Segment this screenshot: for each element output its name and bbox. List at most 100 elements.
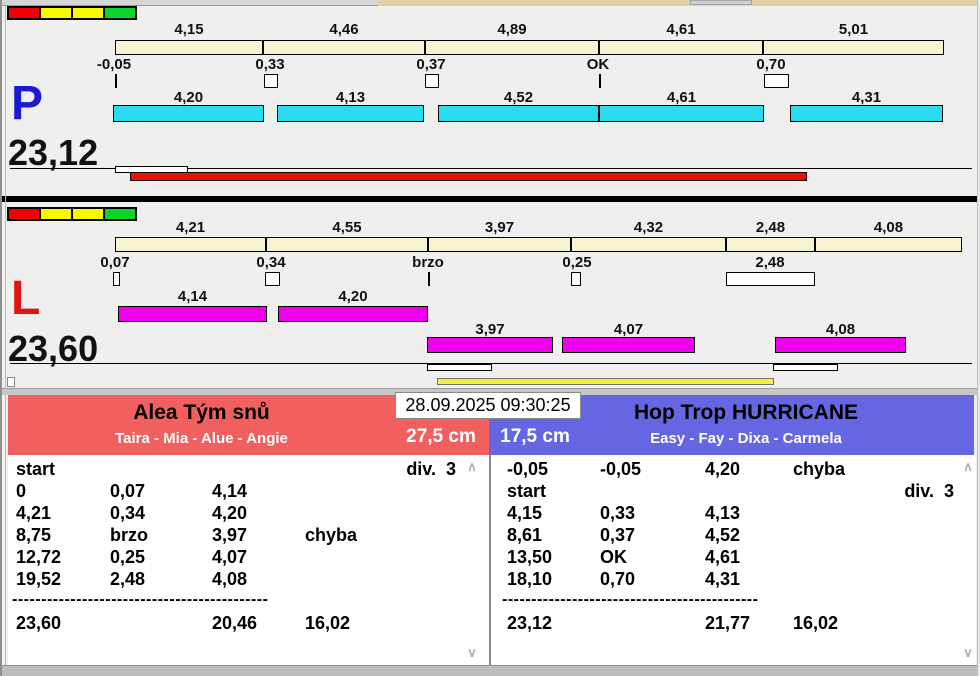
team-right-dogs: Easy - Fay - Dixa - Carmela: [650, 430, 842, 447]
table-cell: 0,25: [110, 547, 146, 567]
table-row: 4,21 0,34 4,20: [12, 503, 462, 525]
lane-l-marker-box-1: [427, 364, 492, 371]
start-light: [7, 6, 41, 20]
leg-bar: [562, 337, 695, 353]
split-segment: [266, 237, 428, 252]
split-time-label: 4,55: [332, 219, 362, 236]
table-cell: chyba: [793, 459, 846, 479]
changeover-label: 0,34: [256, 254, 286, 271]
table-cell: 4,61: [705, 547, 741, 567]
split-time-label: 4,21: [175, 219, 206, 236]
start-light: [71, 207, 105, 221]
window-left-border-inner: [5, 6, 6, 665]
scroll-up-icon[interactable]: ∧: [963, 459, 973, 474]
changeover-label: OK: [586, 56, 610, 73]
table-cell: 0,34: [110, 503, 146, 523]
lane-l-marker-box-2: [773, 364, 838, 371]
table-cell: 4,13: [705, 503, 741, 523]
table-row: 12,72 0,25 4,07: [12, 547, 462, 569]
split-segment: [263, 40, 425, 55]
table-cell: 0,70: [600, 569, 636, 589]
table-cell: 19,52: [16, 569, 62, 589]
table-cell: div. 3: [904, 481, 954, 501]
table-cell: 4,52: [705, 525, 741, 545]
table-cell: 0: [16, 481, 27, 501]
table-cell: start: [507, 481, 547, 501]
leg-bar: [277, 105, 424, 122]
start-light: [7, 207, 41, 221]
table-cell: chyba: [305, 525, 358, 545]
table-cell: -0,05: [507, 459, 549, 479]
changeover-label: brzo: [412, 254, 444, 271]
table-cell: 8,75: [16, 525, 52, 545]
table-row: -0,05 -0,05 4,20 chyba: [502, 459, 958, 481]
leg-bar: [790, 105, 943, 122]
leg-bar: [278, 306, 428, 322]
leg-time-label: 4,61: [666, 89, 697, 106]
changeover-tick: [428, 272, 430, 286]
race-timestamp: 28.09.2025 09:30:25: [395, 392, 581, 419]
table-cell: 8,61: [507, 525, 543, 545]
lane-l-total-time: 23,60: [8, 328, 99, 369]
scroll-up-icon[interactable]: ∧: [467, 459, 477, 474]
split-time-label: 4,32: [633, 219, 664, 236]
table-cell: 23,60: [16, 613, 62, 633]
table-row: 19,52 2,48 4,08: [12, 569, 462, 591]
start-lights-p: [7, 6, 137, 20]
window-left-border: [0, 0, 2, 676]
leg-time-label: 4,31: [851, 89, 882, 106]
changeover-box: [571, 272, 581, 286]
split-segment: [571, 237, 726, 252]
table-cell: 4,08: [212, 569, 248, 589]
scroll-down-icon[interactable]: ∨: [963, 645, 973, 660]
leg-time-label: 4,20: [338, 288, 368, 305]
lane-l-marker-box-left: [7, 377, 15, 387]
table-cell: 21,77: [705, 613, 751, 633]
scrollbar-right-table[interactable]: ∧ ∨: [960, 457, 976, 663]
table-cell: 12,72: [16, 547, 62, 567]
leg-bar: [113, 105, 264, 122]
split-time-label: 4,89: [497, 21, 527, 38]
split-segment: [425, 40, 599, 55]
changeover-box: [113, 272, 120, 286]
team-right-jump-height: 17,5 cm: [500, 426, 570, 447]
team-left-dogs: Taira - Mia - Alue - Angie: [115, 430, 288, 447]
table-cell: 4,20: [212, 503, 248, 523]
changeover-label: 0,37: [416, 56, 446, 73]
split-segment: [428, 237, 571, 252]
table-row: 18,10 0,70 4,31: [502, 569, 958, 591]
leg-time-label: 3,97: [475, 321, 505, 338]
split-time-label: 4,08: [873, 219, 904, 236]
window-top-tab: [690, 0, 752, 5]
split-segment: [763, 40, 944, 55]
table-row: 13,50 OK 4,61: [502, 547, 958, 569]
lane-l-progress-bar: [437, 378, 774, 385]
changeover-box: [264, 74, 278, 88]
leg-bar: [118, 306, 267, 322]
table-row: 23,60 20,46 16,02: [12, 613, 462, 635]
leg-time-label: 4,13: [335, 89, 366, 106]
changeover-label: 0,70: [756, 56, 786, 73]
table-cell: 18,10: [507, 569, 553, 589]
window-right-border: [977, 0, 980, 676]
changeover-box: [265, 272, 280, 286]
lane-p-letter: P: [11, 77, 44, 130]
leg-bar: [438, 105, 599, 122]
leg-time-label: 4,07: [613, 321, 644, 338]
start-lights-l: [7, 207, 137, 221]
table-row: 23,12 21,77 16,02: [502, 613, 958, 635]
scroll-down-icon[interactable]: ∨: [467, 645, 477, 660]
leg-bar: [775, 337, 906, 353]
table-cell: 0,07: [110, 481, 146, 501]
table-cell: 4,07: [212, 547, 248, 567]
changeover-box: [764, 74, 789, 88]
split-time-label: 4,15: [174, 21, 204, 38]
results-table-background: [8, 455, 976, 665]
table-cell: 2,48: [110, 569, 146, 589]
team-left-name: Alea Tým snů: [133, 401, 270, 424]
leg-time-label: 4,14: [177, 288, 208, 305]
lane-p-total-time: 23,12: [8, 132, 99, 173]
table-cell: 23,12: [507, 613, 553, 633]
scrollbar-left-table[interactable]: ∧ ∨: [464, 457, 480, 663]
table-cell: 4,31: [705, 569, 741, 589]
